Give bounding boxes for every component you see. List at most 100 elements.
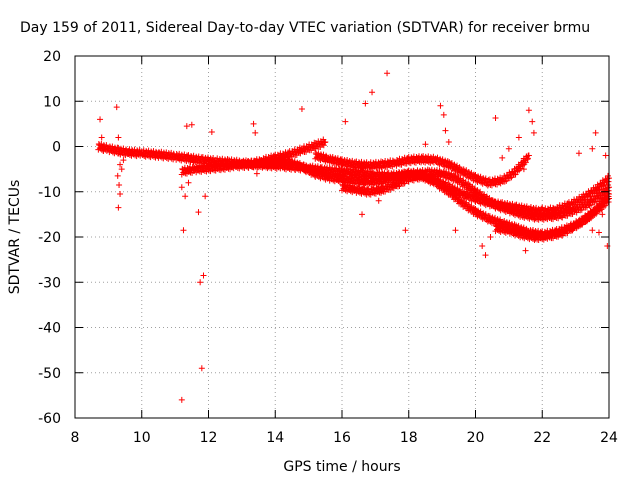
outlier-point bbox=[178, 396, 185, 403]
outlier-point bbox=[190, 159, 197, 166]
outlier-point bbox=[440, 111, 447, 118]
trace-d-point bbox=[482, 175, 489, 182]
outlier-point bbox=[97, 116, 104, 123]
trace-e-point bbox=[428, 172, 435, 179]
trace-d-point bbox=[334, 155, 341, 162]
outlier-point bbox=[437, 102, 444, 109]
trace-c-point bbox=[320, 142, 327, 149]
outlier-point bbox=[520, 166, 527, 173]
outlier-point bbox=[362, 100, 369, 107]
outlier-point bbox=[113, 104, 120, 111]
trace-e-point bbox=[466, 190, 473, 197]
trace-a-point bbox=[318, 163, 325, 170]
y-tick-label: -60 bbox=[38, 411, 61, 427]
trace-d-point bbox=[425, 153, 432, 160]
outlier-point bbox=[183, 123, 190, 130]
trace-d-point bbox=[525, 152, 532, 159]
trace-b-point bbox=[358, 174, 365, 181]
outlier-point bbox=[522, 247, 529, 254]
outlier-point bbox=[525, 107, 532, 114]
x-tick-label: 16 bbox=[333, 430, 351, 446]
trace-b-point bbox=[339, 172, 345, 179]
trace-b-point bbox=[410, 168, 417, 175]
outlier-point bbox=[120, 157, 127, 164]
x-tick-label: 24 bbox=[600, 430, 618, 446]
trace-d-point bbox=[420, 153, 427, 160]
outlier-point bbox=[505, 145, 512, 152]
trace-e-point bbox=[361, 184, 368, 191]
y-tick-label: 10 bbox=[43, 94, 61, 110]
trace-d-point bbox=[477, 173, 484, 180]
trace-a-point bbox=[103, 142, 110, 149]
outlier-point bbox=[182, 193, 189, 200]
y-tick-label: -50 bbox=[38, 366, 61, 382]
trace-b-point bbox=[353, 174, 360, 181]
trace-d-point bbox=[339, 156, 345, 163]
trace-a-point bbox=[309, 162, 316, 169]
outlier-point bbox=[589, 227, 596, 234]
trace-f-point bbox=[524, 229, 531, 236]
outlier-point bbox=[369, 89, 376, 96]
outlier-point bbox=[253, 170, 260, 177]
outlier-point bbox=[452, 227, 459, 234]
outlier-point bbox=[445, 138, 452, 145]
trace-e-point bbox=[347, 182, 354, 189]
trace-d-point bbox=[524, 156, 531, 163]
trace-e-point bbox=[533, 204, 540, 211]
trace-f-point bbox=[509, 225, 516, 232]
trace-d-point bbox=[344, 157, 351, 164]
outlier-point bbox=[539, 204, 546, 211]
trace-b-point bbox=[506, 219, 513, 226]
trace-a-point bbox=[433, 167, 440, 174]
trace-d-point bbox=[329, 153, 336, 160]
trace-d-point bbox=[434, 154, 441, 161]
outlier-point bbox=[115, 204, 122, 211]
trace-e-point bbox=[504, 200, 511, 207]
trace-e-point bbox=[480, 195, 487, 202]
outlier-point bbox=[98, 134, 105, 141]
y-tick-label: 0 bbox=[52, 140, 61, 156]
trace-a-point bbox=[338, 165, 345, 172]
outlier-point bbox=[114, 172, 121, 179]
outlier-point bbox=[178, 184, 185, 191]
outlier-point bbox=[479, 243, 486, 250]
trace-a-point bbox=[324, 164, 331, 171]
trace-a-point bbox=[367, 168, 374, 175]
trace-b-point bbox=[486, 213, 493, 220]
outlier-point bbox=[402, 227, 409, 234]
y-tick-label: 20 bbox=[43, 49, 61, 65]
trace-a-point bbox=[443, 168, 450, 175]
chart-title: Day 159 of 2011, Sidereal Day-to-day VTE… bbox=[20, 20, 590, 36]
outlier-point bbox=[250, 120, 257, 127]
outlier-point bbox=[462, 193, 469, 200]
trace-a-point bbox=[204, 154, 211, 161]
trace-d-point bbox=[517, 165, 524, 172]
trace-d-point bbox=[472, 172, 479, 179]
trace-a-point bbox=[228, 156, 235, 163]
trace-e-point bbox=[605, 178, 612, 185]
outlier-point bbox=[195, 209, 202, 216]
outlier-point bbox=[595, 229, 602, 236]
trace-f-point bbox=[495, 222, 502, 229]
trace-a-point bbox=[214, 155, 221, 162]
data-points bbox=[95, 70, 612, 403]
trace-e-point bbox=[489, 197, 496, 204]
trace-a-point bbox=[176, 150, 183, 157]
trace-a-point bbox=[199, 154, 206, 161]
trace-e-point bbox=[527, 204, 534, 211]
outlier-point bbox=[589, 145, 596, 152]
y-axis-label: SDTVAR / TECUs bbox=[7, 180, 23, 295]
trace-d-point bbox=[522, 159, 529, 166]
trace-d-point bbox=[349, 157, 356, 164]
outlier-point bbox=[499, 154, 506, 161]
trace-a-point bbox=[190, 152, 197, 159]
outlier-point bbox=[180, 227, 187, 234]
trace-e-point bbox=[518, 202, 525, 209]
outlier-point bbox=[208, 129, 215, 136]
outlier-point bbox=[422, 141, 429, 148]
trace-b-point bbox=[520, 224, 527, 231]
outlier-point bbox=[384, 70, 391, 77]
trace-f-point bbox=[602, 202, 609, 209]
outlier-point bbox=[118, 166, 125, 173]
